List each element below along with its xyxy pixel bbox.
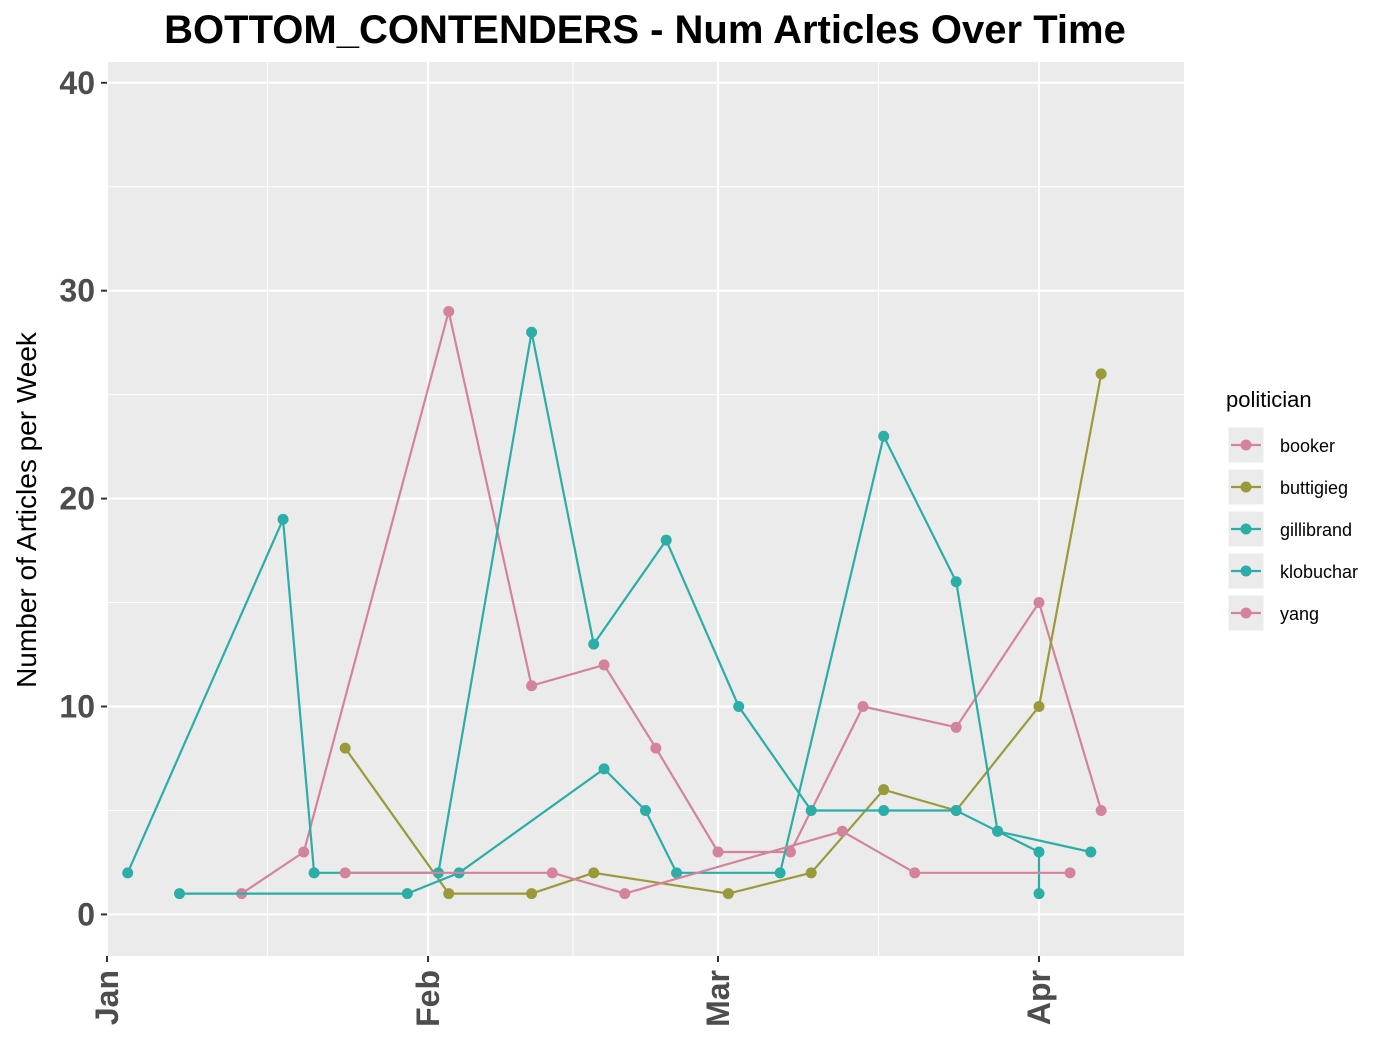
- y-tick-label: 40: [59, 65, 95, 101]
- legend-label: gillibrand: [1280, 520, 1352, 540]
- plot-panel: [107, 62, 1184, 956]
- legend-key-point: [1240, 607, 1252, 619]
- data-point-booker: [598, 659, 610, 671]
- data-point-booker: [650, 742, 662, 754]
- data-point-klobuchar: [173, 888, 185, 900]
- data-point-buttigieg: [878, 784, 890, 796]
- data-point-buttigieg: [588, 867, 600, 879]
- data-point-gillibrand: [526, 326, 538, 338]
- series-klobuchar: [173, 430, 1045, 900]
- data-point-buttigieg: [805, 867, 817, 879]
- legend-item-booker: booker: [1227, 426, 1335, 464]
- series-layer: [122, 305, 1107, 900]
- legend-item-buttigieg: buttigieg: [1227, 468, 1348, 506]
- legend-item-klobuchar: klobuchar: [1227, 552, 1358, 590]
- legend-key-point: [1240, 565, 1252, 577]
- data-point-gillibrand: [588, 638, 600, 650]
- data-point-yang: [339, 867, 351, 879]
- data-point-klobuchar: [1033, 888, 1045, 900]
- data-point-buttigieg: [526, 888, 538, 900]
- data-point-yang: [836, 825, 848, 837]
- data-point-yang: [619, 888, 631, 900]
- legend-label: yang: [1280, 604, 1319, 624]
- y-tick-label: 20: [59, 481, 95, 517]
- data-point-buttigieg: [1033, 701, 1045, 713]
- data-point-gillibrand: [308, 867, 320, 879]
- y-tick-label: 0: [77, 896, 95, 932]
- series-line-yang: [345, 830, 1071, 895]
- data-point-klobuchar: [878, 430, 890, 442]
- x-tick-label: Jan: [89, 970, 125, 1025]
- grid-layer: [106, 62, 1184, 956]
- data-point-klobuchar: [950, 576, 962, 588]
- data-point-booker: [526, 680, 538, 692]
- legend-item-yang: yang: [1227, 594, 1319, 632]
- data-point-klobuchar: [992, 825, 1004, 837]
- legend-label: klobuchar: [1280, 562, 1358, 582]
- data-point-gillibrand: [878, 804, 890, 816]
- data-point-booker: [784, 846, 796, 858]
- y-axis-label: Number of Articles per Week: [11, 331, 42, 688]
- data-point-gillibrand: [950, 804, 962, 816]
- data-point-klobuchar: [774, 867, 786, 879]
- data-point-booker: [1033, 597, 1045, 609]
- legend-title: politician: [1226, 387, 1312, 412]
- data-point-gillibrand: [733, 701, 745, 713]
- x-tick-label: Feb: [410, 970, 446, 1027]
- chart-title: BOTTOM_CONTENDERS - Num Articles Over Ti…: [164, 8, 1126, 52]
- legend-key-point: [1240, 523, 1252, 535]
- legend: booker buttigieg gillibrand klobuchar yang: [1227, 426, 1358, 632]
- data-point-gillibrand: [277, 513, 289, 525]
- data-point-booker: [712, 846, 724, 858]
- data-point-gillibrand: [805, 804, 817, 816]
- series-line-buttigieg: [344, 373, 1103, 895]
- tick-layer: 0 10 20 30 40 Jan Feb Mar Apr: [59, 65, 1057, 1027]
- series-booker: [236, 305, 1107, 900]
- series-buttigieg: [339, 368, 1107, 900]
- x-tick-label: Apr: [1021, 970, 1057, 1025]
- data-point-booker: [1095, 804, 1107, 816]
- data-point-klobuchar: [401, 888, 413, 900]
- data-point-buttigieg: [1095, 368, 1107, 380]
- series-yang: [339, 825, 1076, 900]
- data-point-yang: [909, 867, 921, 879]
- data-point-klobuchar: [1033, 846, 1045, 858]
- data-point-booker: [443, 305, 455, 317]
- legend-label: buttigieg: [1280, 478, 1348, 498]
- data-point-booker: [298, 846, 310, 858]
- data-point-klobuchar: [598, 763, 610, 775]
- data-point-yang: [546, 867, 558, 879]
- data-point-gillibrand: [1085, 846, 1097, 858]
- series-line-booker: [240, 310, 1103, 895]
- legend-item-gillibrand: gillibrand: [1227, 510, 1352, 548]
- data-point-klobuchar: [640, 804, 651, 816]
- data-point-buttigieg: [339, 742, 351, 754]
- x-tick-label: Mar: [700, 970, 736, 1027]
- data-point-booker: [857, 701, 869, 713]
- data-point-klobuchar: [671, 867, 683, 879]
- legend-label: booker: [1280, 436, 1335, 456]
- data-point-yang: [1064, 867, 1076, 879]
- y-tick-label: 30: [59, 273, 95, 309]
- series-line-klobuchar: [179, 435, 1041, 895]
- data-point-gillibrand: [122, 867, 134, 879]
- data-point-gillibrand: [660, 534, 672, 546]
- data-point-buttigieg: [443, 888, 455, 900]
- data-point-booker: [950, 721, 962, 733]
- y-tick-label: 10: [59, 689, 95, 725]
- legend-key-point: [1240, 439, 1252, 451]
- data-point-buttigieg: [722, 888, 734, 900]
- legend-key-point: [1240, 481, 1252, 493]
